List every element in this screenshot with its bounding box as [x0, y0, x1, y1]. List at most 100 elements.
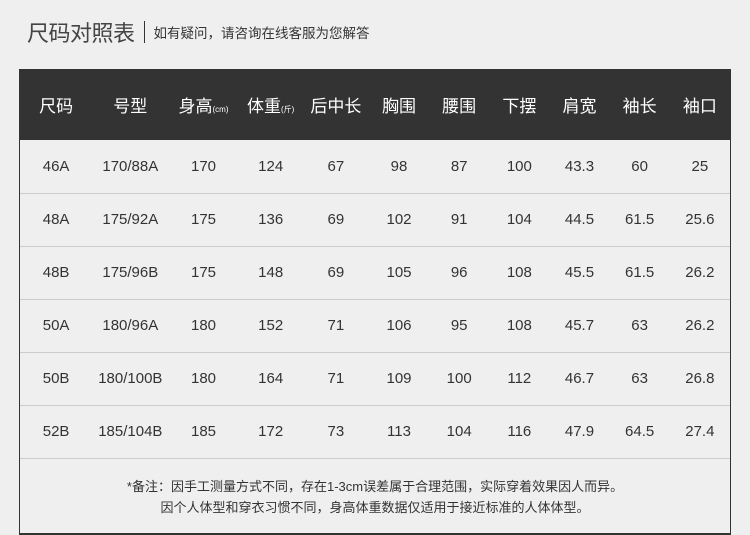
- table-cell: 180: [168, 299, 239, 353]
- table-row: 50B 180/100B 180 164 71 109 100 112 46.7 63 26.8: [20, 352, 730, 406]
- table-cell: 45.7: [549, 299, 610, 353]
- table-cell: 52B: [20, 405, 93, 459]
- table-cell: 164: [238, 352, 303, 406]
- table-cell: 185/104B: [92, 405, 169, 459]
- title-divider: [143, 21, 145, 43]
- table-cell: 45.5: [549, 246, 610, 300]
- footnote-line-2: 因个人体型和穿衣习惯不同，身高体重数据仅适用于接近标准的人体体型。: [160, 500, 590, 515]
- table-cell: 91: [429, 193, 490, 247]
- table-cell: 108: [489, 299, 550, 353]
- table-cell: 100: [429, 352, 490, 406]
- table-cell: 67: [302, 140, 369, 194]
- table-cell: 71: [302, 352, 369, 406]
- table-cell: 106: [368, 299, 430, 353]
- table-cell: 46A: [20, 140, 93, 194]
- column-header: 袖口: [670, 69, 730, 140]
- table-cell: 98: [368, 140, 430, 194]
- table-cell: 46.7: [549, 352, 610, 406]
- column-header: 腰围: [429, 69, 489, 140]
- column-header: 号型: [92, 69, 168, 140]
- table-cell: 108: [489, 246, 550, 300]
- table-cell: 50A: [20, 299, 93, 353]
- table-cell: 73: [302, 405, 369, 459]
- column-label: 尺码: [39, 97, 74, 116]
- table-cell: 170: [168, 140, 239, 194]
- table-row: 48B 175/96B 175 148 69 105 96 108 45.5 61.5 26.2: [20, 246, 730, 300]
- table-row: 46A 170/88A 170 124 67 98 87 100 43.3 60 25: [20, 140, 730, 194]
- table-cell: 104: [429, 405, 490, 459]
- table-row: 48A 175/92A 175 136 69 102 91 104 44.5 61.5 25.6: [20, 193, 730, 247]
- table-cell: 43.3: [549, 140, 610, 194]
- table-cell: 87: [429, 140, 490, 194]
- column-unit: (cm): [212, 105, 229, 114]
- column-header: 后中长: [303, 69, 369, 140]
- table-cell: 26.2: [669, 299, 730, 353]
- column-header: 体重(斤): [239, 69, 303, 140]
- table-cell: 47.9: [549, 405, 610, 459]
- table-cell: 69: [302, 246, 369, 300]
- table-cell: 100: [489, 140, 550, 194]
- page-header: 尺码对照表 如有疑问，请咨询在线客服为您解答: [27, 16, 370, 48]
- table-cell: 175/92A: [92, 193, 169, 247]
- column-label: 号型: [113, 97, 148, 116]
- table-cell: 170/88A: [92, 140, 169, 194]
- table-cell: 180/100B: [92, 352, 169, 406]
- table-body: 46A 170/88A 170 124 67 98 87 100 43.3 60 25 48A 175/…: [20, 140, 730, 459]
- column-unit: (斤): [281, 105, 295, 114]
- table-cell: 172: [238, 405, 303, 459]
- page-subtitle: 如有疑问，请咨询在线客服为您解答: [153, 26, 370, 41]
- table-cell: 48A: [20, 193, 93, 247]
- table-cell: 96: [429, 246, 490, 300]
- column-header: 袖长: [610, 69, 670, 140]
- table-cell: 63: [609, 299, 670, 353]
- header-row: 尺码 号型 身高(cm) 体重(斤) 后中长 胸围 腰围 下摆 肩宽 袖长 袖口: [20, 69, 730, 140]
- column-label: 肩宽: [562, 97, 597, 116]
- table-cell: 95: [429, 299, 490, 353]
- table-cell: 63: [609, 352, 670, 406]
- table-cell: 27.4: [669, 405, 730, 459]
- table-cell: 71: [302, 299, 369, 353]
- size-chart-table: 尺码 号型 身高(cm) 体重(斤) 后中长 胸围 腰围 下摆 肩宽 袖长 袖口 46A 170/88…: [19, 69, 731, 535]
- table-cell: 61.5: [609, 193, 670, 247]
- table-cell: 180/96A: [92, 299, 169, 353]
- table-cell: 44.5: [549, 193, 610, 247]
- table-header: 尺码 号型 身高(cm) 体重(斤) 后中长 胸围 腰围 下摆 肩宽 袖长 袖口: [20, 69, 730, 140]
- table-cell: 105: [368, 246, 430, 300]
- column-label: 体重: [247, 97, 282, 116]
- table-cell: 112: [489, 352, 550, 406]
- column-header: 身高(cm): [168, 69, 238, 140]
- column-label: 胸围: [382, 97, 417, 116]
- table-cell: 69: [302, 193, 369, 247]
- table-cell: 175: [168, 193, 239, 247]
- table-cell: 185: [168, 405, 239, 459]
- column-label: 后中长: [310, 97, 362, 116]
- table-cell: 102: [368, 193, 430, 247]
- table-cell: 25.6: [669, 193, 730, 247]
- size-table: 尺码 号型 身高(cm) 体重(斤) 后中长 胸围 腰围 下摆 肩宽 袖长 袖口 46A 170/88…: [20, 69, 730, 459]
- table-cell: 26.2: [669, 246, 730, 300]
- column-label: 下摆: [502, 97, 537, 116]
- table-cell: 180: [168, 352, 239, 406]
- column-label: 袖长: [622, 97, 657, 116]
- table-cell: 152: [238, 299, 303, 353]
- table-cell: 25: [669, 140, 730, 194]
- table-cell: 148: [238, 246, 303, 300]
- table-cell: 61.5: [609, 246, 670, 300]
- table-cell: 124: [238, 140, 303, 194]
- column-label: 袖口: [682, 97, 717, 116]
- column-header: 肩宽: [549, 69, 609, 140]
- table-cell: 175/96B: [92, 246, 169, 300]
- table-cell: 48B: [20, 246, 93, 300]
- footnote: *备注：因手工测量方式不同，存在1-3cm误差属于合理范围，实际穿着效果因人而异…: [0, 476, 750, 518]
- column-label: 腰围: [442, 97, 477, 116]
- column-label: 身高: [178, 97, 213, 116]
- table-cell: 113: [368, 405, 430, 459]
- column-header: 胸围: [369, 69, 429, 140]
- column-header: 尺码: [20, 69, 92, 140]
- table-cell: 175: [168, 246, 239, 300]
- table-row: 50A 180/96A 180 152 71 106 95 108 45.7 63 26.2: [20, 299, 730, 353]
- table-cell: 26.8: [669, 352, 730, 406]
- table-cell: 60: [609, 140, 670, 194]
- table-cell: 50B: [20, 352, 93, 406]
- footnote-line-1: *备注：因手工测量方式不同，存在1-3cm误差属于合理范围，实际穿着效果因人而异…: [126, 479, 624, 494]
